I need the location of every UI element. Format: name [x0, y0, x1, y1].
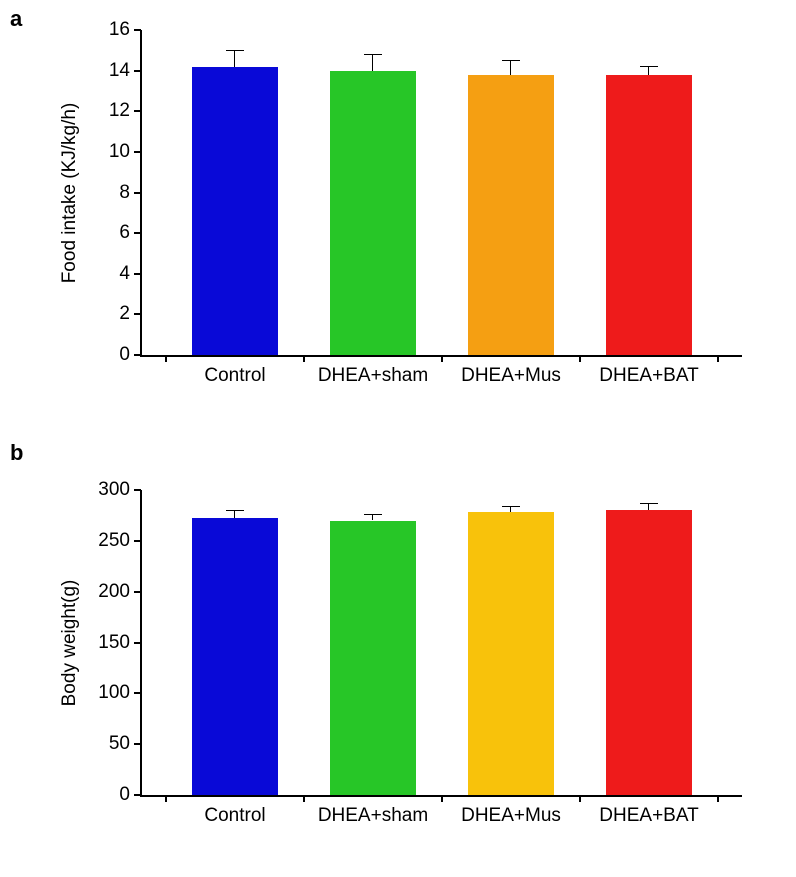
bar: [330, 521, 416, 796]
y-tick: [134, 794, 141, 796]
error-bar: [648, 504, 649, 510]
x-tick-label: DHEA+BAT: [599, 805, 698, 827]
y-tick-label: 300: [98, 479, 130, 501]
x-tick: [717, 795, 719, 802]
y-tick: [134, 540, 141, 542]
error-cap: [640, 503, 658, 504]
y-tick-label: 50: [109, 733, 130, 755]
y-tick: [134, 591, 141, 593]
y-tick-label: 200: [98, 581, 130, 603]
y-tick-label: 100: [98, 682, 130, 704]
y-tick: [134, 642, 141, 644]
chart-b: Body weight(g) 050100150200250300Control…: [0, 0, 796, 877]
x-tick-label: DHEA+sham: [318, 805, 428, 827]
error-bar: [234, 510, 235, 518]
y-tick-label: 150: [98, 632, 130, 654]
x-tick: [579, 795, 581, 802]
y-tick-label: 0: [119, 784, 130, 806]
error-cap: [502, 506, 520, 507]
error-cap: [364, 514, 382, 515]
error-cap: [226, 510, 244, 511]
error-bar: [510, 506, 511, 512]
y-tick: [134, 743, 141, 745]
x-tick: [165, 795, 167, 802]
y-tick: [134, 489, 141, 491]
bar: [192, 518, 278, 795]
bar: [606, 510, 692, 795]
error-bar: [372, 514, 373, 520]
chart-b-plot-area: 050100150200250300ControlDHEA+shamDHEA+M…: [140, 490, 742, 797]
bar: [468, 512, 554, 795]
y-tick-label: 250: [98, 530, 130, 552]
y-tick: [134, 692, 141, 694]
x-tick: [441, 795, 443, 802]
x-tick: [303, 795, 305, 802]
page: a Food intake (KJ/kg/h) 0246810121416Con…: [0, 0, 796, 877]
x-tick-label: Control: [204, 805, 265, 827]
x-tick-label: DHEA+Mus: [461, 805, 561, 827]
chart-b-ylabel: Body weight(g): [59, 579, 81, 706]
